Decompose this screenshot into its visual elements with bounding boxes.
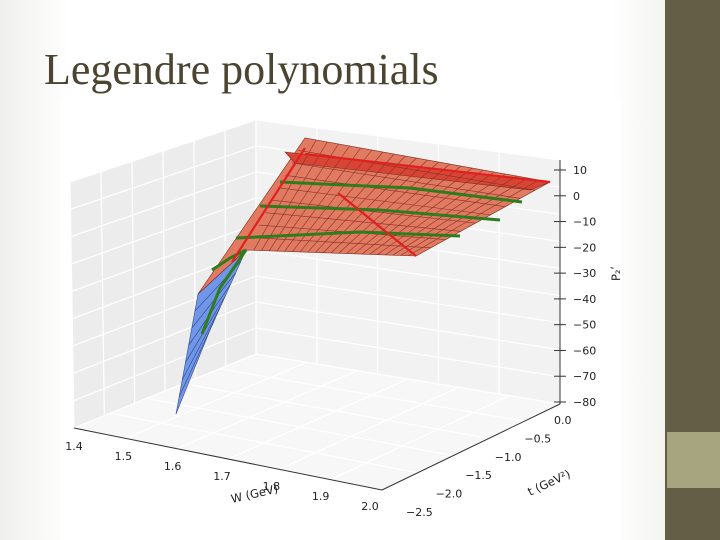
highlight-lines xyxy=(200,147,551,335)
grid-line xyxy=(125,361,307,439)
z-tick-label: −40 xyxy=(573,293,596,306)
mesh-line xyxy=(261,141,328,251)
mesh-line xyxy=(315,155,406,253)
grid-line xyxy=(330,395,510,481)
mesh-line xyxy=(338,161,439,254)
z-tick-label: 0 xyxy=(573,190,580,203)
grid-line xyxy=(255,249,561,297)
grid-line xyxy=(69,181,75,429)
mesh-line xyxy=(369,169,484,255)
grid-line xyxy=(176,370,358,450)
grid-line xyxy=(224,130,227,367)
y-tick-label: −1.5 xyxy=(465,469,492,482)
mesh-line xyxy=(276,145,350,252)
mesh-line xyxy=(285,175,506,207)
constant-w-line xyxy=(235,230,461,240)
surface-plot-figure: 1.4 1.5 1.6 1.7 1.8 1.9 2.0 −2.5 −2.0 −1.5 −1.0 −0.… xyxy=(60,98,622,540)
z-tick-label: −10 xyxy=(573,216,596,229)
x-tick-label: 1.6 xyxy=(164,460,182,473)
constant-w-line xyxy=(200,249,248,335)
grid-line xyxy=(227,378,409,460)
mesh-line xyxy=(330,159,428,254)
y-tick-label: −1.0 xyxy=(495,451,522,464)
grid-line xyxy=(131,161,136,404)
x-tick-label: 1.9 xyxy=(312,490,330,503)
constant-t-line xyxy=(304,152,551,184)
grid-line xyxy=(219,368,525,422)
grid-line xyxy=(146,397,454,457)
z-tick-label: −60 xyxy=(573,344,596,357)
z-tick-label: −50 xyxy=(573,319,596,332)
grid-line xyxy=(162,150,166,392)
grid-line xyxy=(100,171,105,416)
x-tick-label: 1.5 xyxy=(115,450,133,463)
mesh-line xyxy=(268,143,339,251)
x-axis-line xyxy=(73,427,383,491)
constant-t-line xyxy=(231,147,306,263)
x-tick-label: 2.0 xyxy=(361,500,379,513)
grid-line xyxy=(110,412,418,474)
z-tick-label: −30 xyxy=(573,267,596,280)
side-accent xyxy=(667,432,720,488)
y-tick-label: 0.0 xyxy=(554,414,572,427)
y-axis-label: t (GeV²) xyxy=(525,467,572,499)
constant-t-line xyxy=(337,192,417,257)
z-tick-label: 10 xyxy=(573,164,587,177)
grid-line xyxy=(255,301,561,351)
grid-line xyxy=(279,386,459,470)
mesh-line xyxy=(272,199,476,224)
y-tick-label: −2.5 xyxy=(406,506,433,519)
mesh-line xyxy=(353,165,462,255)
grid-line xyxy=(183,383,489,439)
z-tick-label: −70 xyxy=(573,370,596,383)
grid-line xyxy=(255,119,561,161)
surface-plot: 1.4 1.5 1.6 1.7 1.8 1.9 2.0 −2.5−2.0−1.5−1.0−0.… xyxy=(65,119,622,519)
mesh-line xyxy=(323,157,417,253)
y-tick-label: −2.0 xyxy=(436,488,463,501)
z-axis-label: P₂ʹ xyxy=(609,266,622,281)
grid-line xyxy=(255,327,561,378)
axes: 1.4 1.5 1.6 1.7 1.8 1.9 2.0 −2.5−2.0−1.5−1.0−0.… xyxy=(65,160,596,519)
constant-w-line xyxy=(259,204,501,222)
y-tick-label: −0.5 xyxy=(524,432,551,445)
x-tick-label: 1.7 xyxy=(213,470,231,483)
mesh-line xyxy=(182,307,221,380)
x-axis-label: W (GeV) xyxy=(230,482,280,506)
mesh-line xyxy=(291,162,521,199)
slide-title: Legendre polynomials xyxy=(44,45,439,94)
mesh-line xyxy=(278,187,491,216)
x-tick-label: 1.4 xyxy=(65,440,83,453)
z-tick-label: −80 xyxy=(573,396,596,409)
mesh-line xyxy=(178,318,216,397)
x-tick-label: 1.8 xyxy=(263,480,281,493)
mesh-line xyxy=(265,212,461,232)
mesh-line xyxy=(361,167,473,255)
constant-w-line xyxy=(279,180,523,204)
constant-w-line xyxy=(211,248,247,272)
grid-line xyxy=(255,275,561,324)
mesh-line xyxy=(346,163,450,254)
mesh-line xyxy=(253,139,317,251)
y-axis-line xyxy=(381,403,561,491)
grid-line xyxy=(255,353,561,405)
mesh-line xyxy=(252,237,431,249)
z-tick-label: −20 xyxy=(573,241,596,254)
